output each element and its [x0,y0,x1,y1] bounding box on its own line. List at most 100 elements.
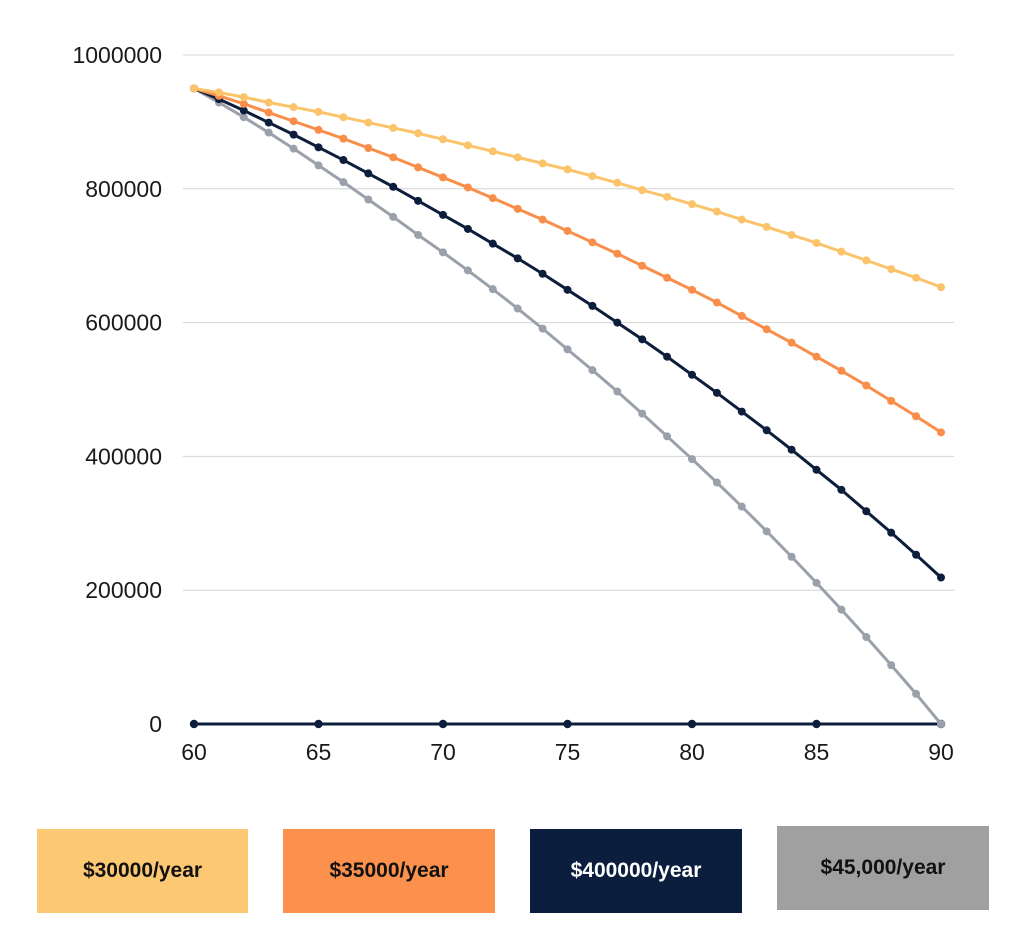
x-tick-label: 90 [928,739,954,765]
series-point [762,222,771,231]
series-point [762,527,771,536]
series-point [414,163,423,172]
legend-item-45000: $45,000/year [777,826,989,910]
series-point [513,204,522,213]
series-point [389,153,398,162]
series-point [887,265,896,274]
series-point [837,366,846,375]
series-point [712,478,721,487]
y-tick-label: 800000 [85,176,162,202]
series-point [862,507,871,516]
series-point [737,311,746,320]
series-3 [190,84,945,728]
series-point [812,352,821,361]
series-point [439,135,447,144]
baseline-point [563,719,572,729]
series-point [364,169,373,178]
series-point [912,412,921,421]
series-point [414,129,423,138]
series-point [588,238,597,247]
series-point [488,285,497,294]
y-tick-label: 600000 [85,310,162,336]
y-tick-label: 400000 [85,443,162,469]
legend-label: $45,000/year [820,856,946,879]
series-point [588,172,597,181]
series-point [837,247,846,256]
series-point [289,117,298,126]
series-point [538,269,547,278]
baseline-point [438,719,448,729]
series-point [812,465,821,474]
series-point [239,113,248,122]
series-point [439,173,447,182]
series-point [339,156,348,165]
baseline-point [189,719,199,729]
series-line [193,87,943,579]
baseline-point [812,719,821,729]
series-point [937,283,945,292]
series-point [887,528,896,537]
x-tick-label: 65 [306,739,332,765]
y-tick-label: 1000000 [72,42,162,68]
series-point [364,195,373,204]
series-point [688,200,696,209]
series-point [364,143,373,152]
series-point [513,254,522,263]
series-point [737,215,746,224]
series-point [439,210,447,219]
baseline-point [687,719,697,729]
series-point [289,144,298,153]
series-point [239,93,248,102]
series-point [787,230,796,239]
x-tick-label: 85 [804,739,830,765]
series-point [214,88,223,97]
series-point [488,239,497,248]
series-point [912,550,921,559]
baseline-point [314,719,323,729]
series-point [563,285,572,294]
series-point [762,325,771,334]
series-point [513,153,522,162]
series-point [264,98,273,107]
series-point [638,261,647,270]
x-tick-label: 70 [430,739,456,765]
series-point [414,196,423,205]
series-point [289,103,298,112]
series-point [688,370,696,379]
series-point [414,230,423,239]
series-point [712,298,721,307]
series-point [613,387,622,396]
series-point [289,130,298,139]
series-point [862,381,871,390]
series-point [563,345,572,354]
series-point [339,113,348,122]
series-point [862,256,871,265]
series-point [737,502,746,511]
series-point [613,178,622,187]
series-point [613,318,622,327]
legend-label: $400000/year [570,859,702,882]
series-point [688,285,696,294]
series-point [463,141,472,150]
gridlines [183,54,954,591]
x-tick-label: 60 [181,739,207,765]
series-line [193,86,942,289]
series-point [663,273,672,282]
y-axis-tick-labels: 0 200000 400000 600000 800000 1000000 [72,42,162,737]
series-point [439,248,447,257]
series-point [638,335,647,344]
series-point [264,108,273,117]
series-point [787,445,796,454]
series-point [638,409,647,418]
series-lines [189,84,946,729]
series-point [264,118,273,127]
series-point [663,432,672,441]
series-point [588,301,597,310]
series-point [887,661,896,670]
series-point [389,123,398,132]
series-point [887,396,896,405]
series-point [538,324,547,333]
series-point [787,552,796,561]
series-point [463,224,472,233]
series-point [389,182,398,191]
